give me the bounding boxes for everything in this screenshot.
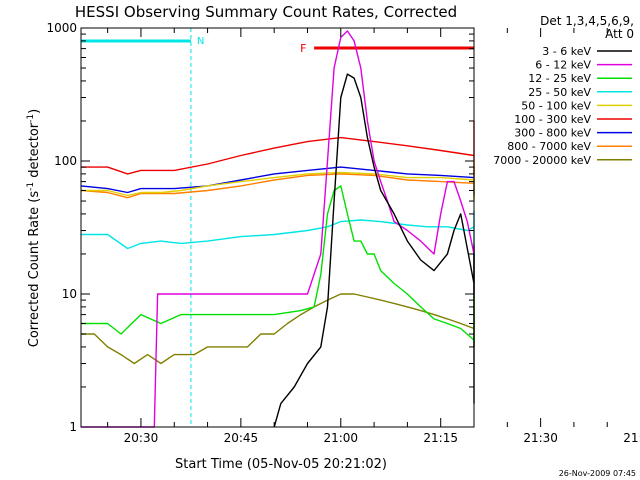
- x-tick-label: 21:15: [423, 431, 458, 445]
- y-tick-label: 100: [54, 154, 77, 168]
- x-tick-label: 21:45: [623, 431, 640, 445]
- series-line-6-12-kev: [81, 30, 475, 428]
- series-line-50-100-kev: [81, 163, 475, 202]
- x-tick-label: 20:30: [124, 431, 159, 445]
- legend-label: 50 - 100 keV: [521, 99, 591, 112]
- series-line-7000-20000-kev: [81, 247, 475, 365]
- series-line-3-6-kev: [273, 73, 475, 428]
- legend-label: 12 - 25 keV: [528, 72, 591, 85]
- night-label: N: [197, 36, 204, 47]
- timestamp: 26-Nov-2009 07:45: [559, 469, 636, 478]
- plot-frame: [80, 27, 475, 428]
- series-line-12-25-kev: [81, 185, 475, 348]
- series-line-100-300-kev: [81, 120, 475, 175]
- y-tick-label: 1: [69, 420, 77, 434]
- legend-label: 3 - 6 keV: [542, 45, 591, 58]
- x-tick-label: 20:45: [224, 431, 259, 445]
- flare-label: F: [300, 42, 306, 55]
- legend-label: 300 - 800 keV: [514, 127, 591, 140]
- series-line-25-50-kev: [81, 210, 475, 272]
- x-axis-label: Start Time (05-Nov-05 20:21:02): [175, 457, 387, 472]
- chart-title: HESSI Observing Summary Count Rates, Cor…: [75, 3, 457, 21]
- y-tick-label: 1000: [46, 21, 77, 35]
- legend-label: 7000 - 20000 keV: [493, 154, 591, 167]
- legend-header-1: Det 1,3,4,5,6,9,: [540, 14, 634, 28]
- x-tick-label: 21:00: [323, 431, 358, 445]
- x-tick-label: 21:30: [523, 431, 558, 445]
- legend-label: 800 - 7000 keV: [507, 140, 591, 153]
- legend-label: 6 - 12 keV: [535, 59, 591, 72]
- y-tick-label: 10: [62, 287, 77, 301]
- legend-label: 100 - 300 keV: [514, 113, 591, 126]
- legend-header-2: Att 0: [605, 27, 634, 41]
- legend-label: 25 - 50 keV: [528, 86, 591, 99]
- y-axis-label: Corrected Count Rate (s-1 detector-1): [26, 109, 42, 347]
